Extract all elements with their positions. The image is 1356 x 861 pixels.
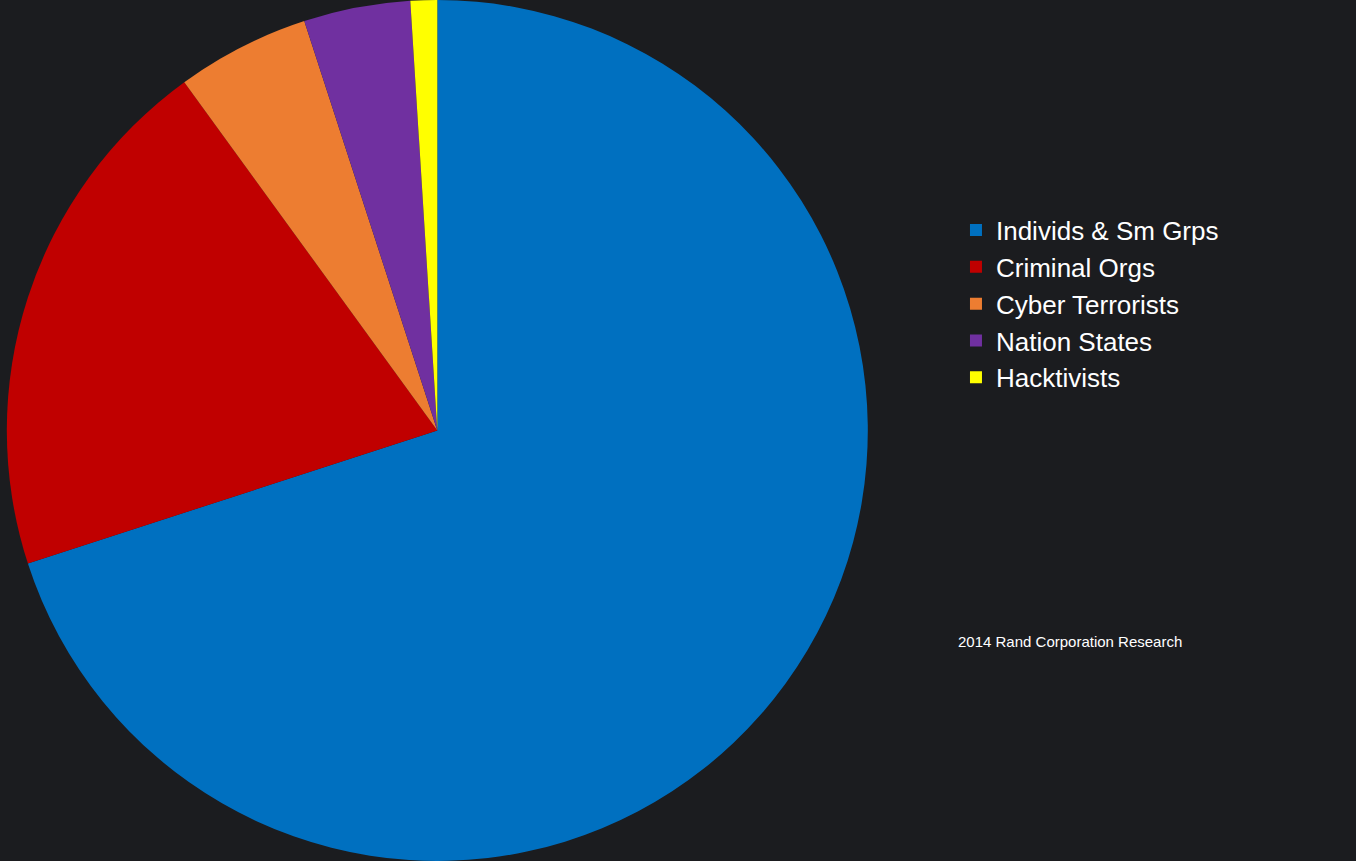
svg-text:Individs & Sm Grps: Individs & Sm Grps: [996, 216, 1219, 246]
svg-text:Cyber Terrorists: Cyber Terrorists: [996, 290, 1179, 320]
svg-text:Criminal Orgs: Criminal Orgs: [996, 253, 1155, 283]
svg-text:Hacktivists: Hacktivists: [996, 363, 1120, 393]
svg-text:Nation States: Nation States: [996, 327, 1152, 357]
svg-text:2014 Rand Corporation Research: 2014 Rand Corporation Research: [958, 633, 1182, 650]
